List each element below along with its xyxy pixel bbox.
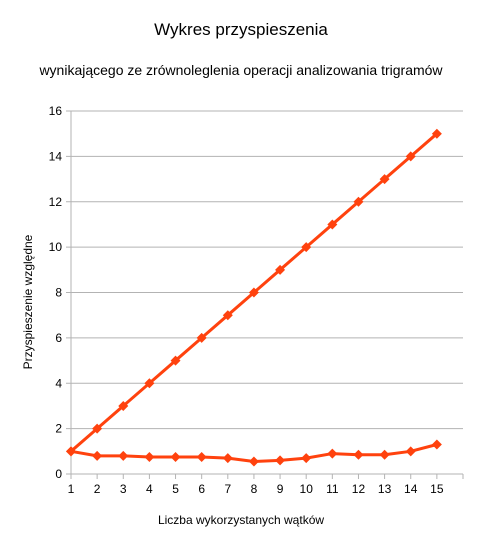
series-2-point: [431, 439, 442, 450]
series-2-point: [118, 450, 129, 461]
series-1-point: [144, 378, 155, 389]
x-axis-label: Liczba wykorzystanych wątków: [157, 513, 325, 527]
series-1-point: [196, 332, 207, 343]
x-tick-label: 9: [277, 482, 284, 496]
series-2-point: [327, 448, 338, 459]
series-2-point: [170, 451, 181, 462]
series-1-point: [118, 400, 129, 411]
x-tick-label: 2: [94, 482, 101, 496]
y-tick-label: 8: [55, 286, 62, 300]
series-1-point: [301, 242, 312, 253]
series-1-point: [327, 219, 338, 230]
series-1-point: [92, 423, 103, 434]
series-1-point: [275, 264, 286, 275]
series-2-point: [196, 451, 207, 462]
x-tick-label: 7: [224, 482, 231, 496]
series-1-point: [170, 355, 181, 366]
x-tick-label: 3: [120, 482, 127, 496]
series-2-point: [222, 453, 233, 464]
y-tick-label: 12: [49, 195, 63, 209]
x-tick-label: 5: [172, 482, 179, 496]
x-tick-label: 14: [404, 482, 418, 496]
series-2-point: [275, 455, 286, 466]
series-1-point: [353, 196, 364, 207]
series-1-point: [248, 287, 259, 298]
chart-title: Wykres przyspieszenia: [154, 20, 328, 39]
x-tick-label: 4: [146, 482, 153, 496]
series-1-point: [431, 128, 442, 139]
series-2-point: [405, 446, 416, 457]
series-1-point: [405, 151, 416, 162]
x-tick-label: 6: [198, 482, 205, 496]
y-tick-label: 16: [49, 104, 63, 118]
x-tick-label: 10: [300, 482, 314, 496]
x-tick-label: 1: [68, 482, 75, 496]
y-tick-label: 6: [55, 331, 62, 345]
series-1-point: [379, 174, 390, 185]
series-2-point: [379, 449, 390, 460]
series-2-point: [66, 446, 76, 457]
series-1-point: [222, 310, 233, 321]
y-tick-label: 4: [55, 376, 62, 390]
series-2-point: [353, 449, 364, 460]
y-tick-label: 14: [49, 149, 63, 163]
y-tick-label: 0: [55, 467, 62, 481]
y-tick-label: 2: [55, 422, 62, 436]
series-2-point: [144, 451, 155, 462]
y-tick-label: 10: [49, 240, 63, 254]
chart-subtitle: wynikającego ze zrównoleglenia operacji …: [39, 62, 443, 78]
x-tick-label: 12: [352, 482, 366, 496]
series-2-point: [248, 456, 259, 467]
series-2-point: [92, 450, 103, 461]
series-2-point: [301, 453, 312, 464]
x-tick-label: 15: [430, 482, 444, 496]
x-tick-label: 13: [378, 482, 392, 496]
x-tick-label: 8: [251, 482, 258, 496]
x-tick-label: 11: [326, 482, 339, 496]
